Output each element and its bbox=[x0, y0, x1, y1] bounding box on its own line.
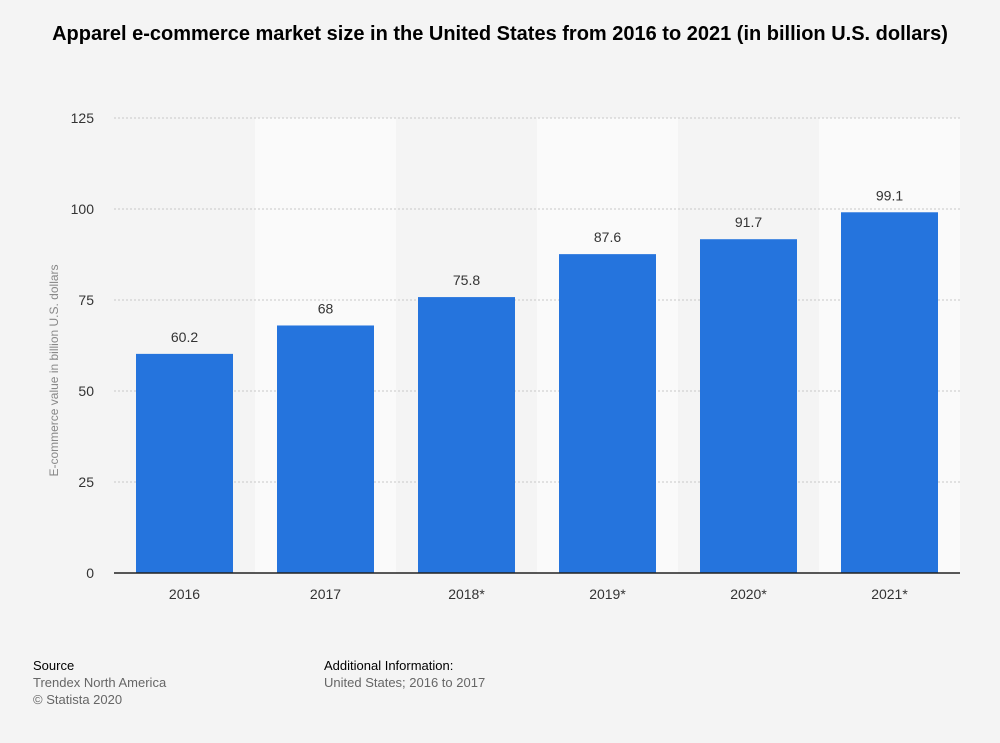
source-heading: Source bbox=[33, 658, 75, 673]
additional-info-block: Additional Information: United States; 2… bbox=[324, 657, 485, 691]
y-tick-label: 0 bbox=[86, 565, 94, 581]
additional-info-heading: Additional Information: bbox=[324, 658, 454, 673]
y-tick-label: 75 bbox=[78, 292, 94, 308]
bar-2018 bbox=[418, 297, 515, 573]
y-tick-label: 125 bbox=[71, 110, 95, 126]
bar-2020 bbox=[700, 239, 797, 573]
value-label: 68 bbox=[318, 300, 334, 316]
chart-title: Apparel e-commerce market size in the Un… bbox=[52, 23, 948, 45]
bar-2021 bbox=[841, 212, 938, 573]
bar-chart: 0 25 50 75 100 125 60.2 2016 68 2017 75.8 2018* 87.6… bbox=[47, 110, 960, 602]
x-tick-label: 2018* bbox=[448, 586, 485, 602]
y-axis-title: E-commerce value in billion U.S. dollars bbox=[47, 264, 61, 476]
bar-2017 bbox=[277, 325, 374, 573]
x-tick-label: 2021* bbox=[871, 586, 908, 602]
y-tick-label: 25 bbox=[78, 474, 94, 490]
source-block: Source Trendex North America © Statista … bbox=[33, 657, 166, 708]
source-line: Trendex North America bbox=[33, 675, 167, 690]
additional-info-line: United States; 2016 to 2017 bbox=[324, 675, 486, 690]
bar-2016 bbox=[136, 353, 233, 573]
copyright-line: © Statista 2020 bbox=[33, 692, 123, 707]
x-tick-label: 2019* bbox=[589, 586, 626, 602]
x-tick-label: 2016 bbox=[169, 586, 200, 602]
value-label: 75.8 bbox=[453, 272, 480, 288]
y-tick-label: 50 bbox=[78, 383, 94, 399]
value-label: 60.2 bbox=[171, 329, 198, 345]
x-tick-label: 2017 bbox=[310, 586, 341, 602]
x-tick-label: 2020* bbox=[730, 586, 767, 602]
y-tick-label: 100 bbox=[71, 201, 95, 217]
value-label: 87.6 bbox=[594, 229, 621, 245]
bar-2019 bbox=[559, 254, 656, 574]
value-label: 91.7 bbox=[735, 214, 762, 230]
value-label: 99.1 bbox=[876, 187, 903, 203]
